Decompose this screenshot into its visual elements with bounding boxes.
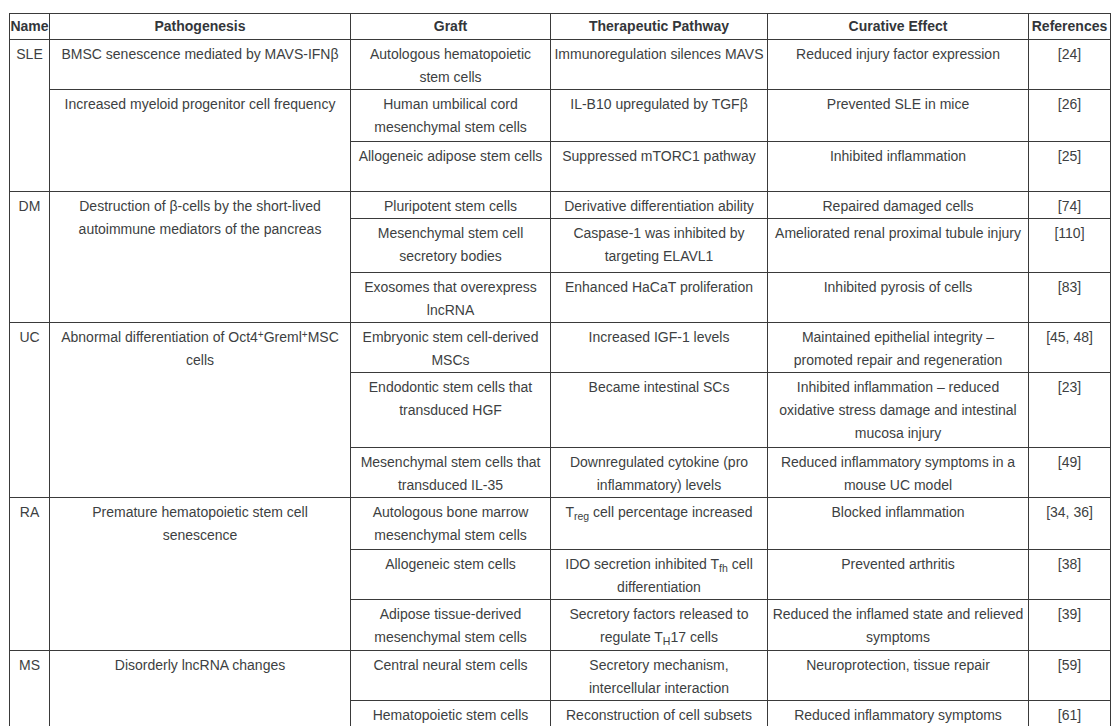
cell-effect: Inhibited inflammation (768, 142, 1029, 192)
cell-pathogenesis: Increased myeloid progenitor cell freque… (50, 90, 351, 192)
table-row: Increased myeloid progenitor cell freque… (10, 90, 1111, 142)
page: Name Pathogenesis Graft Therapeutic Path… (0, 0, 1120, 726)
cell-pathway: Secretory mechanism, intercellular inter… (551, 651, 768, 701)
cell-pathogenesis: Disorderly lncRNA changes (50, 651, 351, 726)
cell-reference: [59] (1029, 651, 1111, 701)
cell-pathway: Enhanced HaCaT proliferation (551, 273, 768, 323)
cell-disease-name: RA (10, 498, 50, 651)
cell-pathway: Treg cell percentage increased (551, 498, 768, 550)
column-header-pathogenesis: Pathogenesis (50, 14, 351, 40)
cell-graft: Human umbilical cord mesenchymal stem ce… (351, 90, 551, 142)
table-header: Name Pathogenesis Graft Therapeutic Path… (10, 14, 1111, 40)
cell-graft: Allogeneic stem cells (351, 550, 551, 600)
cell-graft: Adipose tissue-derived mesenchymal stem … (351, 600, 551, 651)
cell-effect: Inhibited inflammation – reduced oxidati… (768, 373, 1029, 448)
pathway-text: 17 cells (670, 629, 717, 645)
cell-graft: Endodontic stem cells that transduced HG… (351, 373, 551, 448)
table-body: SLE BMSC senescence mediated by MAVS-IFN… (10, 40, 1111, 726)
cell-reference: [24] (1029, 40, 1111, 90)
cell-graft: Central neural stem cells (351, 651, 551, 701)
cell-pathway: Immunoregulation silences MAVS (551, 40, 768, 90)
cell-reference: [25] (1029, 142, 1111, 192)
cell-pathway: Became intestinal SCs (551, 373, 768, 448)
cell-reference: [39] (1029, 600, 1111, 651)
cell-reference: [61] (1029, 701, 1111, 726)
pathway-text: cell percentage increased (589, 504, 752, 520)
cell-pathway: IL-B10 upregulated by TGFβ (551, 90, 768, 142)
pathway-text: T (565, 504, 574, 520)
header-row: Name Pathogenesis Graft Therapeutic Path… (10, 14, 1111, 40)
cell-pathogenesis: BMSC senescence mediated by MAVS-IFNβ (50, 40, 351, 90)
table-row: UC Abnormal differentiation of Oct4+Grem… (10, 323, 1111, 373)
cell-effect: Prevented SLE in mice (768, 90, 1029, 142)
cell-reference: [26] (1029, 90, 1111, 142)
stem-cell-therapy-table: Name Pathogenesis Graft Therapeutic Path… (9, 13, 1111, 726)
cell-pathway: Derivative differentiation ability (551, 192, 768, 219)
cell-graft: Exosomes that overexpress lncRNA (351, 273, 551, 323)
table-row: RA Premature hematopoietic stem cell sen… (10, 498, 1111, 550)
cell-graft: Embryonic stem cell-derived MSCs (351, 323, 551, 373)
cell-pathway: IDO secretion inhibited Tfh cell differe… (551, 550, 768, 600)
cell-pathway: Increased IGF-1 levels (551, 323, 768, 373)
cell-pathway: Reconstruction of cell subsets (551, 701, 768, 726)
cell-disease-name: MS (10, 651, 50, 726)
cell-reference: [74] (1029, 192, 1111, 219)
cell-graft: Pluripotent stem cells (351, 192, 551, 219)
cell-effect: Ameliorated renal proximal tubule injury (768, 219, 1029, 273)
cell-graft: Autologous bone marrow mesenchymal stem … (351, 498, 551, 550)
table-row: MS Disorderly lncRNA changes Central neu… (10, 651, 1111, 701)
cell-pathogenesis: Abnormal differentiation of Oct4+Greml+M… (50, 323, 351, 498)
pathway-text: Secretory factors released to regulate T (570, 606, 749, 645)
column-header-name: Name (10, 14, 50, 40)
cell-disease-name: DM (10, 192, 50, 323)
cell-pathway: Suppressed mTORC1 pathway (551, 142, 768, 192)
column-header-references: References (1029, 14, 1111, 40)
pathway-text: IDO secretion inhibited T (565, 556, 719, 572)
cell-disease-name: SLE (10, 40, 50, 192)
cell-effect: Repaired damaged cells (768, 192, 1029, 219)
cell-effect: Inhibited pyrosis of cells (768, 273, 1029, 323)
cell-disease-name: UC (10, 323, 50, 498)
cell-pathogenesis: Destruction of β-cells by the short-live… (50, 192, 351, 323)
cell-graft: Hematopoietic stem cells (351, 701, 551, 726)
cell-effect: Maintained epithelial integrity – promot… (768, 323, 1029, 373)
cell-effect: Reduced the inflamed state and relieved … (768, 600, 1029, 651)
table-row: SLE BMSC senescence mediated by MAVS-IFN… (10, 40, 1111, 90)
pathogenesis-text: Greml (264, 329, 302, 345)
cell-effect: Reduced inflammatory symptoms in a mouse… (768, 448, 1029, 498)
cell-reference: [49] (1029, 448, 1111, 498)
cell-graft: Allogeneic adipose stem cells (351, 142, 551, 192)
cell-graft: Mesenchymal stem cell secretory bodies (351, 219, 551, 273)
cell-effect: Reduced inflammatory symptoms (768, 701, 1029, 726)
subscript-text: fh (719, 562, 728, 574)
column-header-curative-effect: Curative Effect (768, 14, 1029, 40)
cell-effect: Blocked inflammation (768, 498, 1029, 550)
cell-effect: Prevented arthritis (768, 550, 1029, 600)
subscript-text: reg (574, 510, 589, 522)
cell-reference: [83] (1029, 273, 1111, 323)
table-row: DM Destruction of β-cells by the short-l… (10, 192, 1111, 219)
pathogenesis-text: Abnormal differentiation of Oct4 (61, 329, 258, 345)
cell-effect: Neuroprotection, tissue repair (768, 651, 1029, 701)
cell-reference: [45, 48] (1029, 323, 1111, 373)
cell-pathway: Downregulated cytokine (pro inflammatory… (551, 448, 768, 498)
cell-reference: [38] (1029, 550, 1111, 600)
column-header-graft: Graft (351, 14, 551, 40)
cell-reference: [34, 36] (1029, 498, 1111, 550)
cell-reference: [110] (1029, 219, 1111, 273)
cell-pathway: Secretory factors released to regulate T… (551, 600, 768, 651)
cell-effect: Reduced injury factor expression (768, 40, 1029, 90)
column-header-therapeutic-pathway: Therapeutic Pathway (551, 14, 768, 40)
cell-graft: Mesenchymal stem cells that transduced I… (351, 448, 551, 498)
cell-pathway: Caspase-1 was inhibited by targeting ELA… (551, 219, 768, 273)
cell-pathogenesis: Premature hematopoietic stem cell senesc… (50, 498, 351, 651)
cell-reference: [23] (1029, 373, 1111, 448)
cell-graft: Autologous hematopoietic stem cells (351, 40, 551, 90)
